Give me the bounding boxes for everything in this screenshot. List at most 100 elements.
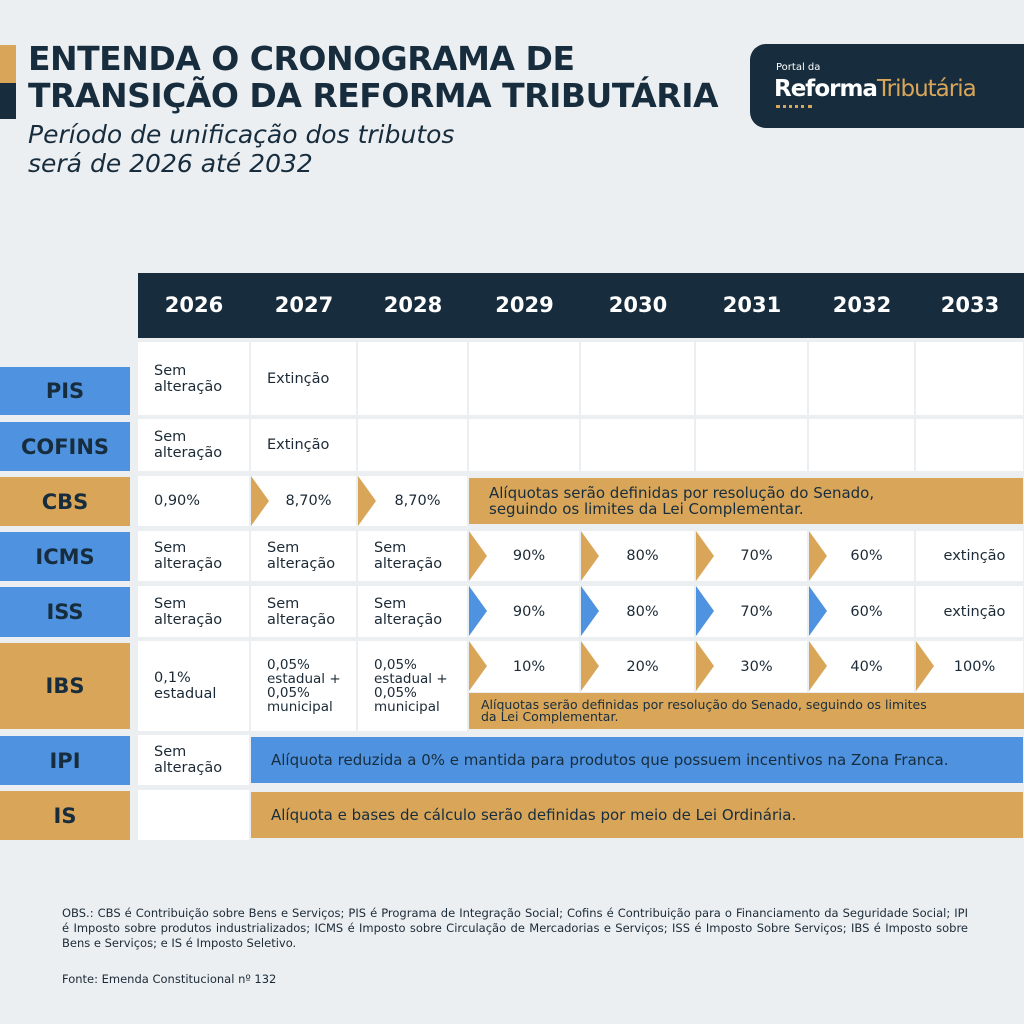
cell-text: extinção xyxy=(943,603,1006,620)
accent-bar-gold xyxy=(0,45,16,83)
cell-text: Sem alteração xyxy=(374,595,443,628)
cell-text: Extinção xyxy=(267,370,330,387)
chevron-right-icon xyxy=(809,641,827,691)
cell-text: 0,05% estadual + 0,05% municipal xyxy=(267,657,341,715)
logo-dots xyxy=(776,105,812,111)
row-label-ipi: IPI xyxy=(0,736,130,785)
table-cell: Sem alteração xyxy=(138,342,249,415)
table-cell: Sem alteração xyxy=(138,419,249,471)
table-cell xyxy=(696,342,807,415)
cell-text: 10% xyxy=(512,658,546,675)
table-cell: 40% xyxy=(809,641,914,692)
chevron-right-icon xyxy=(809,586,827,636)
band-note: Alíquota e bases de cálculo serão defini… xyxy=(251,792,1023,838)
table-cell: Sem alteração xyxy=(138,531,249,581)
row-label-ibs: IBS xyxy=(0,643,130,729)
cell-text: 0,05% estadual + 0,05% municipal xyxy=(374,657,448,715)
table-cell: extinção xyxy=(916,531,1023,581)
row-label-cbs: CBS xyxy=(0,477,130,526)
table-cell: 90% xyxy=(469,531,579,581)
cell-text: 80% xyxy=(626,548,659,564)
cell-text: Alíquota e bases de cálculo serão defini… xyxy=(271,806,797,824)
table-cell: 0,05% estadual + 0,05% municipal xyxy=(251,641,356,731)
footnote-obs: OBS.: CBS é Contribuição sobre Bens e Se… xyxy=(62,906,968,950)
table-cell xyxy=(696,419,807,471)
chevron-right-icon xyxy=(581,641,599,691)
year-2029: 2029 xyxy=(495,293,554,317)
cell-text: 0,90% xyxy=(154,493,201,509)
year-2033: 2033 xyxy=(940,293,1000,317)
table-cell: 30% xyxy=(696,641,807,692)
subtitle-line-2: será de 2026 até 2032 xyxy=(28,149,313,178)
table-cell xyxy=(358,342,467,415)
chevron-right-icon xyxy=(581,586,599,636)
page-subtitle: Período de unificação dos tributos será … xyxy=(28,120,454,178)
year-header: 2026 2027 2028 2029 2030 2031 2032 2033 xyxy=(138,273,1024,338)
logo-wordmark: ReformaTributária xyxy=(774,76,977,102)
table-cell xyxy=(469,342,579,415)
table-cell: Sem alteração xyxy=(358,586,467,637)
chevron-right-icon xyxy=(469,531,487,581)
cell-text: 60% xyxy=(850,603,883,620)
cell-text: Sem alteração xyxy=(154,429,223,461)
cell-text: Sem alteração xyxy=(154,744,223,776)
cell-text: 60% xyxy=(850,548,883,564)
title-line-2: TRANSIÇÃO DA REFORMA TRIBUTÁRIA xyxy=(28,76,719,115)
table-cell xyxy=(469,419,579,471)
table-cell xyxy=(581,419,694,471)
source-note: Fonte: Emenda Constitucional nº 132 xyxy=(62,972,277,986)
table-cell: 60% xyxy=(809,531,914,581)
table-cell: 100% xyxy=(916,641,1023,692)
logo-word-2: Tributária xyxy=(876,76,977,102)
table-cell: 80% xyxy=(581,531,694,581)
table-cell: 8,70% xyxy=(251,476,356,526)
chevron-right-icon xyxy=(469,641,487,691)
year-2027: 2027 xyxy=(274,293,334,317)
table-cell: Sem alteração xyxy=(138,586,249,637)
year-2030: 2030 xyxy=(608,293,668,317)
cell-text: 90% xyxy=(512,603,546,620)
cell-text: 30% xyxy=(740,658,773,675)
band-note: Alíquotas serão definidas por resolução … xyxy=(469,478,1023,524)
cell-text: Sem alteração xyxy=(154,540,223,572)
cell-text: Sem alteração xyxy=(374,540,443,572)
table-cell: 80% xyxy=(581,586,694,637)
cell-text: 8,70% xyxy=(394,493,441,509)
cell-text: Sem alteração xyxy=(154,595,223,628)
table-cell xyxy=(138,790,249,840)
logo-word-1: Reforma xyxy=(774,76,878,102)
table-cell xyxy=(809,419,914,471)
accent-bar-dark xyxy=(0,83,16,119)
table-cell xyxy=(581,342,694,415)
cell-text: Sem alteração xyxy=(267,595,336,628)
cell-text: extinção xyxy=(943,548,1006,564)
table-cell xyxy=(358,419,467,471)
chevron-right-icon xyxy=(696,586,714,636)
row-label-iss: ISS xyxy=(0,587,130,637)
chevron-right-icon xyxy=(469,586,487,636)
table-cell: Sem alteração xyxy=(138,735,249,785)
table-cell: Extinção xyxy=(251,419,356,471)
logo: Portal da ReformaTributária xyxy=(750,44,1024,128)
table-cell xyxy=(809,342,914,415)
year-2026: 2026 xyxy=(164,293,224,317)
table-cell: 60% xyxy=(809,586,914,637)
cell-text: 8,70% xyxy=(285,493,332,509)
table-cell: Extinção xyxy=(251,342,356,415)
cell-text: 40% xyxy=(850,658,883,675)
table-cell: 0,1% estadual xyxy=(138,641,249,731)
table-cell xyxy=(916,342,1023,415)
row-label-pis: PIS xyxy=(0,367,130,415)
row-label-cofins: COFINS xyxy=(0,422,130,471)
logo-small-text: Portal da xyxy=(776,62,821,73)
table-cell: Sem alteração xyxy=(251,586,356,637)
cell-text: 90% xyxy=(512,548,546,564)
table-cell: extinção xyxy=(916,586,1023,637)
row-label-is: IS xyxy=(0,791,130,840)
table-cell: Sem alteração xyxy=(251,531,356,581)
cell-text: Alíquota reduzida a 0% e mantida para pr… xyxy=(271,751,949,769)
page-title: ENTENDA O CRONOGRAMA DE TRANSIÇÃO DA REF… xyxy=(28,40,719,115)
chevron-right-icon xyxy=(809,531,827,581)
cell-text: 20% xyxy=(626,658,659,675)
